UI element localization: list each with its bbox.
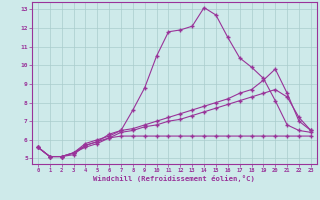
X-axis label: Windchill (Refroidissement éolien,°C): Windchill (Refroidissement éolien,°C) [93, 175, 255, 182]
